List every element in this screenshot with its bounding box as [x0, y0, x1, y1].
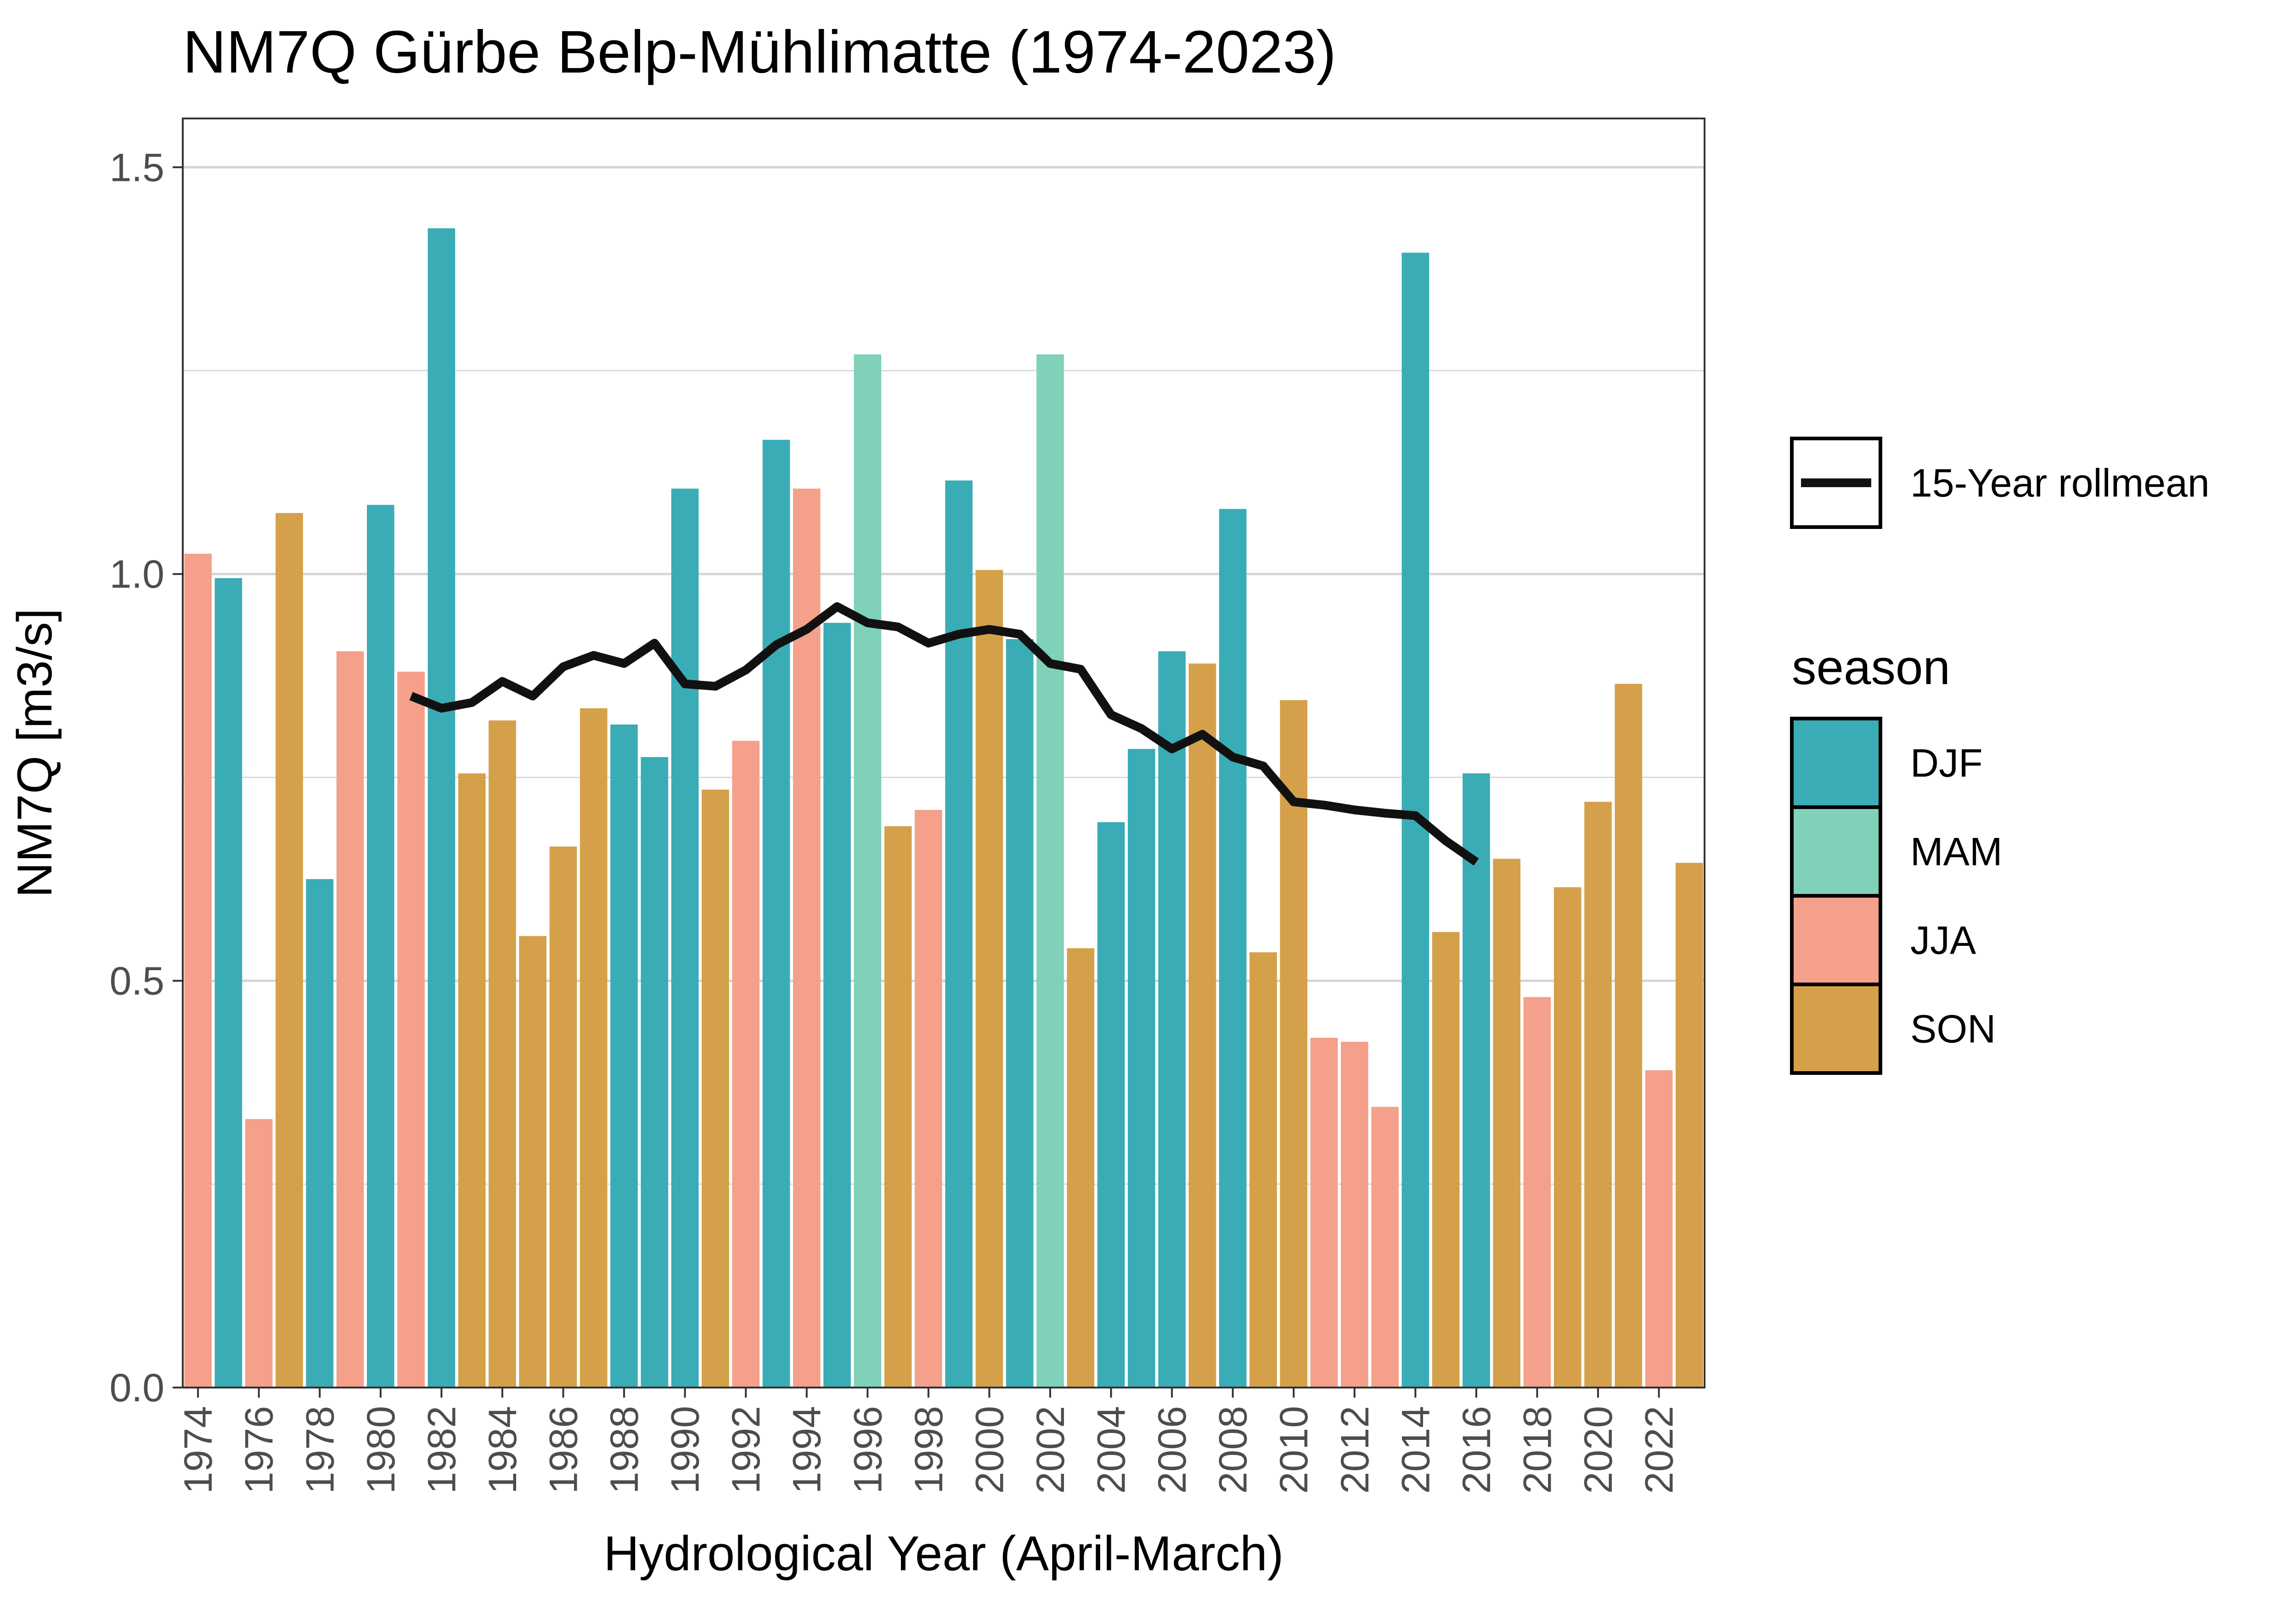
x-tick-label: 2008	[1211, 1406, 1255, 1494]
y-tick-label: 0.5	[109, 959, 164, 1003]
bar-1992	[732, 741, 760, 1388]
rollmean-line-layer	[409, 602, 1479, 866]
x-tick-label: 1976	[237, 1406, 281, 1494]
legend-swatch-son	[1790, 983, 1882, 1075]
x-tick-label: 1974	[176, 1406, 220, 1494]
bar-1976	[245, 1119, 273, 1388]
x-tick-label: 1984	[481, 1406, 525, 1494]
bar-2023	[1676, 863, 1703, 1388]
bar-1988	[610, 724, 638, 1388]
x-tick-label: 1980	[359, 1406, 403, 1494]
bar-2005	[1127, 749, 1155, 1388]
bar-2018	[1523, 997, 1551, 1388]
x-tick-label: 2010	[1272, 1406, 1316, 1494]
legend-swatch-jja	[1790, 894, 1882, 986]
bar-1990	[671, 489, 699, 1388]
bar-1979	[336, 651, 364, 1388]
bar-2003	[1067, 948, 1095, 1388]
bars	[184, 228, 1703, 1388]
legend-label-jja: JJA	[1910, 919, 1976, 963]
rollmean-line	[409, 602, 1479, 866]
axes: 0.0 0.5 1.0 1.5 1974 1976 1978 1980 1982 1984 1986…	[109, 146, 1681, 1494]
bar-1993	[762, 439, 790, 1388]
legend-label-rollmean: 15-Year rollmean	[1910, 461, 2210, 506]
bar-2006	[1158, 651, 1186, 1388]
x-tick-label: 2002	[1029, 1406, 1073, 1494]
x-tick-label: 1988	[602, 1406, 647, 1494]
bar-1983	[458, 773, 486, 1388]
bar-1995	[823, 623, 851, 1388]
plot-panel-border	[182, 118, 1705, 1388]
bar-1980	[366, 505, 394, 1388]
bar-2021	[1615, 684, 1643, 1388]
y-tick-label: 0.0	[109, 1366, 164, 1410]
legend-label-mam: MAM	[1910, 830, 2003, 874]
bar-1999	[945, 480, 973, 1388]
bar-2020	[1584, 802, 1612, 1388]
x-tick-label: 2012	[1333, 1406, 1377, 1494]
x-tick-label: 1996	[846, 1406, 890, 1494]
x-tick-label: 1990	[664, 1406, 708, 1494]
bar-2019	[1553, 887, 1581, 1388]
bar-1982	[428, 228, 456, 1388]
bar-2015	[1432, 932, 1460, 1388]
bar-2022	[1645, 1070, 1673, 1388]
bar-1997	[884, 826, 912, 1388]
bar-1978	[306, 879, 334, 1388]
x-tick-label: 1986	[542, 1406, 586, 1494]
legend-title-season: season	[1792, 640, 1950, 695]
bar-1989	[641, 757, 669, 1388]
x-tick-label: 2018	[1515, 1406, 1559, 1494]
bar-1974	[184, 553, 212, 1388]
legend-swatch-mam	[1790, 805, 1882, 898]
x-tick-label: 2016	[1455, 1406, 1499, 1494]
bar-2012	[1340, 1041, 1368, 1388]
x-tick-label: 2006	[1150, 1406, 1194, 1494]
bar-1987	[580, 708, 608, 1388]
x-tick-label: 2020	[1576, 1406, 1621, 1494]
legend-swatch-djf	[1790, 717, 1882, 809]
bar-2011	[1310, 1038, 1338, 1388]
x-tick-label: 1992	[724, 1406, 768, 1494]
x-tick-label: 1978	[298, 1406, 342, 1494]
bar-1996	[854, 354, 882, 1388]
x-tick-label: 2004	[1090, 1406, 1134, 1494]
x-tick-label: 2014	[1394, 1406, 1438, 1494]
legend-label-son: SON	[1910, 1007, 1996, 1051]
bar-2010	[1280, 700, 1308, 1388]
bar-2017	[1493, 859, 1521, 1388]
bar-2002	[1036, 354, 1064, 1388]
bar-2007	[1188, 663, 1216, 1388]
y-tick-label: 1.5	[109, 146, 164, 190]
bar-2008	[1219, 509, 1247, 1388]
bar-1985	[519, 936, 547, 1388]
bar-1975	[214, 578, 242, 1388]
x-axis-title: Hydrological Year (April-March)	[604, 1526, 1284, 1581]
bar-2013	[1371, 1107, 1399, 1388]
bar-2009	[1249, 952, 1277, 1388]
x-tick-label: 2000	[968, 1406, 1012, 1494]
y-axis-title: NM7Q [m3/s]	[7, 608, 62, 898]
bar-1991	[702, 789, 729, 1388]
legend-label-djf: DJF	[1910, 742, 1983, 786]
x-tick-label: 1994	[785, 1406, 829, 1494]
bar-2000	[975, 570, 1003, 1388]
legend: 15-Year rollmean season DJF MAM JJA SON	[1790, 437, 2210, 1075]
bar-2001	[1006, 639, 1034, 1388]
bar-1981	[397, 671, 425, 1388]
bar-1998	[915, 810, 942, 1388]
x-tick-label: 1982	[420, 1406, 464, 1494]
bar-1984	[489, 720, 516, 1388]
bar-1986	[549, 846, 577, 1388]
y-tick-label: 1.0	[109, 552, 164, 596]
x-tick-label: 1998	[907, 1406, 951, 1494]
x-tick-label: 2022	[1638, 1406, 1682, 1494]
bar-1977	[276, 513, 303, 1388]
bar-2004	[1097, 822, 1125, 1388]
bar-2016	[1463, 773, 1490, 1388]
chart-title: NM7Q Gürbe Belp-Mühlimatte (1974-2023)	[183, 18, 1336, 85]
